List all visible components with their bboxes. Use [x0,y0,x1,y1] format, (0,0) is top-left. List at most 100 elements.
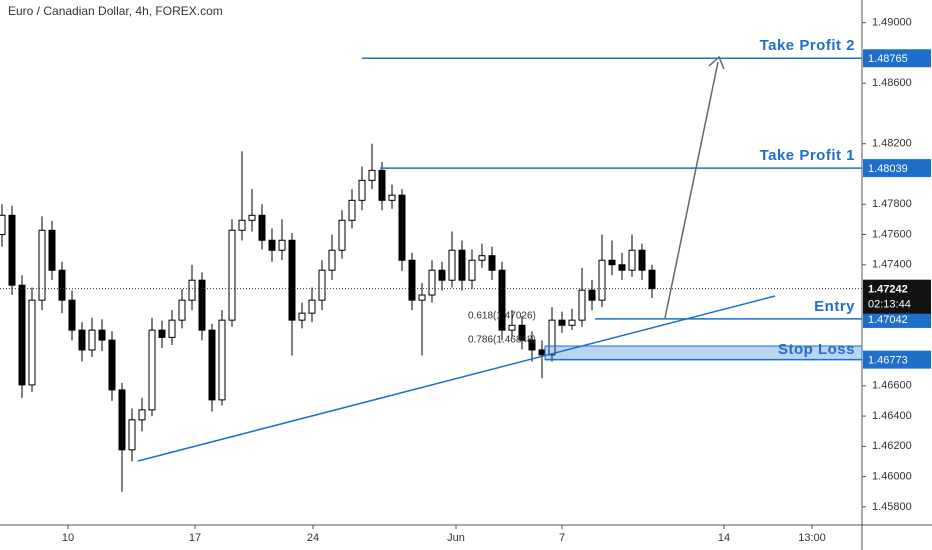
price-box-label: 1.48039 [868,163,908,175]
candle-body [538,349,546,356]
candle-body [218,319,226,401]
candle-body [128,419,136,451]
candle-body [38,229,46,301]
level-label: Stop Loss [778,341,855,358]
price-box-label: 1.47042 [868,314,908,326]
candle-body [418,294,426,301]
candle-body [458,249,466,281]
y-tick-label: 1.46400 [872,410,912,422]
level-label: Entry [814,298,855,315]
chart-title: Euro / Canadian Dollar, 4h, FOREX.com [8,4,223,18]
y-tick-label: 1.49000 [872,17,912,29]
candle-body [628,249,636,271]
x-tick-label: 10 [62,532,74,544]
candle-body [198,279,206,331]
candle-body [338,219,346,251]
candle-body [78,329,86,351]
candle-body [248,214,256,221]
x-tick-label: 7 [559,532,565,544]
candle-body [58,269,66,301]
candle-body [358,179,366,201]
candle-body [178,299,186,321]
candle-body [138,409,146,421]
candle-body [208,329,216,401]
candle-body [378,169,386,201]
candle-body [648,269,656,290]
candle-body [478,255,486,261]
candle-body [258,214,266,241]
candle-body [18,284,26,386]
y-tick-label: 1.46600 [872,380,912,392]
candle-body [598,259,606,301]
fib-label: 0.618(1.47026) [468,311,536,322]
candle-body [98,329,106,341]
price-box-label: 1.48765 [868,53,908,65]
candle-body [278,239,286,251]
candle-body [638,249,646,271]
candle-body [428,269,436,296]
candle-body [608,259,616,266]
candle-body [168,319,176,338]
trend-line [137,295,776,462]
y-tick-label: 1.47600 [872,228,912,240]
y-tick-label: 1.47800 [872,198,912,210]
candle-body [398,194,406,261]
last-price-label: 1.47242 [868,284,908,296]
countdown: 02:13:44 [868,299,911,311]
plot-area [0,143,656,492]
candle-body [588,289,596,301]
x-tick-label: 24 [307,532,319,544]
candle-body [438,269,446,281]
candle-body [618,264,626,271]
fib-label: 0.786(1.46848) [468,335,536,346]
level-label: Take Profit 2 [760,37,855,54]
candle-body [108,339,116,391]
y-tick-label: 1.46200 [872,440,912,452]
candle-body [8,214,16,286]
x-tick-label: Jun [447,532,465,544]
candle-body [318,269,326,301]
price-box [863,350,931,369]
y-tick-label: 1.46000 [872,470,912,482]
candle-body [508,324,516,331]
candle-body [148,329,156,411]
candle-body [288,239,296,321]
candle-body [28,299,36,386]
candle-body [88,329,96,351]
price-box [863,159,931,178]
candle-body [188,279,196,301]
y-tick-label: 1.45800 [872,501,912,513]
candle-body [328,249,336,271]
price-box [863,309,931,328]
x-tick-label: 17 [189,532,201,544]
candle-body [68,299,76,331]
arrow-shaft [664,61,719,319]
candle-body [368,169,376,181]
candle-body [488,255,496,271]
candle-body [388,194,396,201]
level-label: Take Profit 1 [760,147,855,164]
candle-body [268,239,276,251]
candle-body [348,199,356,221]
candle-body [498,269,506,331]
candle-body [158,329,166,338]
candle-body [0,214,6,236]
candle-body [528,339,536,351]
x-tick-label: 13:00 [798,532,826,544]
candle-body [448,249,456,281]
candle-body [548,319,556,356]
candle-body [408,259,416,301]
candle-body [298,312,306,321]
arrow-head [708,55,725,70]
candle-body [568,319,576,326]
candle-body [308,299,316,314]
candle-body [558,319,566,326]
y-tick-label: 1.47400 [872,259,912,271]
candle-body [578,289,586,321]
candle-body [468,259,476,281]
candle-body [518,324,526,341]
y-tick-label: 1.48200 [872,138,912,150]
candle-body [228,229,236,321]
